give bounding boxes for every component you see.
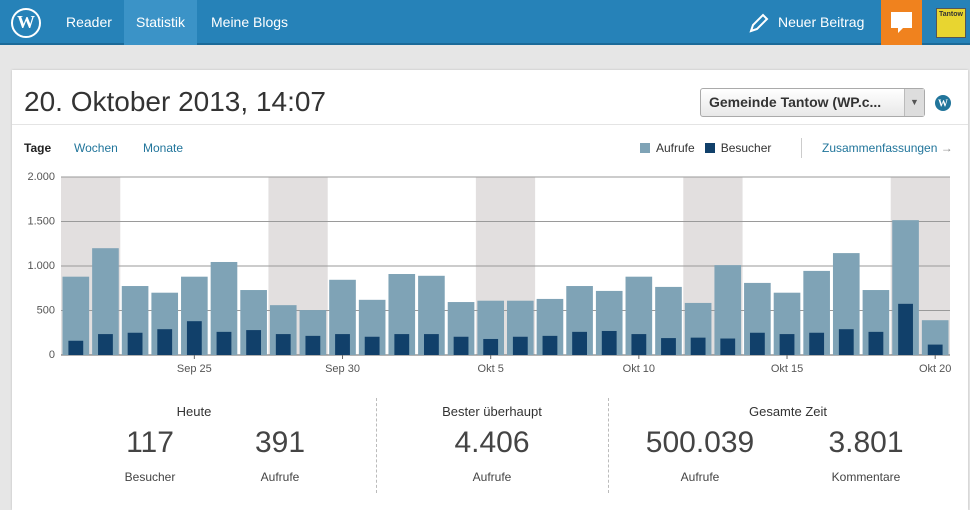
bar [127, 332, 143, 355]
y-tick-label: 1.500 [27, 215, 55, 227]
date-title: 20. Oktober 2013, 14:07 [24, 86, 326, 117]
y-tick-label: 2.000 [27, 171, 55, 183]
chart: 0 500 1.000 1.500 2.000 Sep 25 Sep 30 Okt 5 Okt … [27, 171, 951, 375]
legend-swatch [704, 143, 715, 153]
tab-weeks[interactable]: Wochen [74, 141, 118, 155]
wp-logo[interactable]: W [10, 7, 42, 39]
y-tick-label: 0 [49, 349, 55, 361]
stat-value: 391 [254, 426, 306, 459]
bar [216, 331, 232, 355]
svg-text:W: W [938, 98, 948, 109]
bar [927, 344, 943, 355]
bar [275, 334, 291, 355]
y-tick-label: 500 [37, 304, 55, 316]
blog-select-text: Gemeinde Tantow (WP.c... [709, 94, 882, 110]
bar [572, 331, 587, 355]
bar [809, 332, 825, 355]
legend-label: Aufrufe [656, 141, 695, 155]
bar [779, 334, 795, 355]
stat-title: Gesamte Zeit [748, 404, 828, 419]
bar [749, 332, 765, 355]
blog-select[interactable]: Gemeinde Tantow (WP.c... ▼ [700, 88, 925, 117]
x-tick-label: Okt 5 [478, 363, 504, 375]
bar [898, 303, 913, 355]
divider [376, 398, 377, 493]
bar [661, 338, 676, 355]
x-tick-label: Sep 25 [177, 363, 212, 375]
new-post[interactable]: Neuer Beitrag [778, 14, 865, 30]
bar [631, 334, 647, 355]
bar [305, 335, 321, 355]
bar [720, 338, 736, 355]
bar [424, 334, 439, 355]
divider [12, 124, 968, 125]
stat-label: Aufrufe [260, 470, 300, 484]
pencil-icon [749, 13, 769, 33]
nav-blogs[interactable]: Meine Blogs [211, 14, 289, 30]
x-tick-label: Sep 30 [325, 363, 360, 375]
bar [157, 329, 173, 355]
stat-label: Aufrufe [680, 470, 720, 484]
tab-months[interactable]: Monate [143, 141, 184, 155]
divider [801, 138, 802, 158]
wp-small-icon: W [935, 95, 951, 111]
stat-label: Besucher [124, 470, 176, 484]
stat-title: Heute [176, 404, 212, 419]
legend: Aufrufe Besucher [640, 141, 771, 155]
x-tick-label: Okt 10 [623, 363, 655, 375]
bar [98, 334, 113, 355]
bar [483, 338, 499, 355]
stat-value: 3.801 [828, 426, 904, 459]
nav-stats[interactable]: Statistik [124, 0, 198, 45]
divider [608, 398, 609, 493]
legend-label: Besucher [720, 141, 772, 155]
stat-label: Kommentare [831, 470, 901, 484]
legend-swatch [640, 143, 650, 153]
bar [364, 336, 380, 355]
bar [512, 336, 528, 355]
nav-reader[interactable]: Reader [66, 14, 112, 30]
x-tick-label: Okt 15 [771, 363, 803, 375]
bar [838, 329, 854, 355]
stat-title: Bester überhaupt [442, 404, 542, 419]
summaries-text: Zusammenfassungen [822, 141, 938, 155]
bar [68, 340, 84, 355]
stat-label: Aufrufe [472, 470, 512, 484]
tab-days[interactable]: Tage [24, 141, 52, 155]
stat-value: 4.406 [454, 426, 530, 459]
top-bar: W Reader Statistik Meine Blogs Neuer Bei… [0, 0, 970, 45]
bar [246, 330, 262, 355]
bar [690, 337, 706, 355]
stat-value: 117 [126, 426, 174, 459]
avatar[interactable]: Tantow [936, 8, 966, 38]
y-tick-label: 1.000 [27, 260, 55, 272]
bar [601, 330, 617, 355]
stat-value: 500.039 [645, 426, 755, 459]
svg-text:W: W [17, 12, 35, 32]
x-tick-label: Okt 20 [919, 363, 951, 375]
bar [394, 334, 410, 355]
bar [868, 331, 884, 355]
summaries-link[interactable]: Zusammenfassungen → [822, 141, 953, 155]
notifications[interactable] [881, 0, 922, 45]
bar [335, 334, 350, 355]
bar [542, 335, 558, 355]
bar [453, 336, 469, 355]
bar [186, 321, 202, 355]
